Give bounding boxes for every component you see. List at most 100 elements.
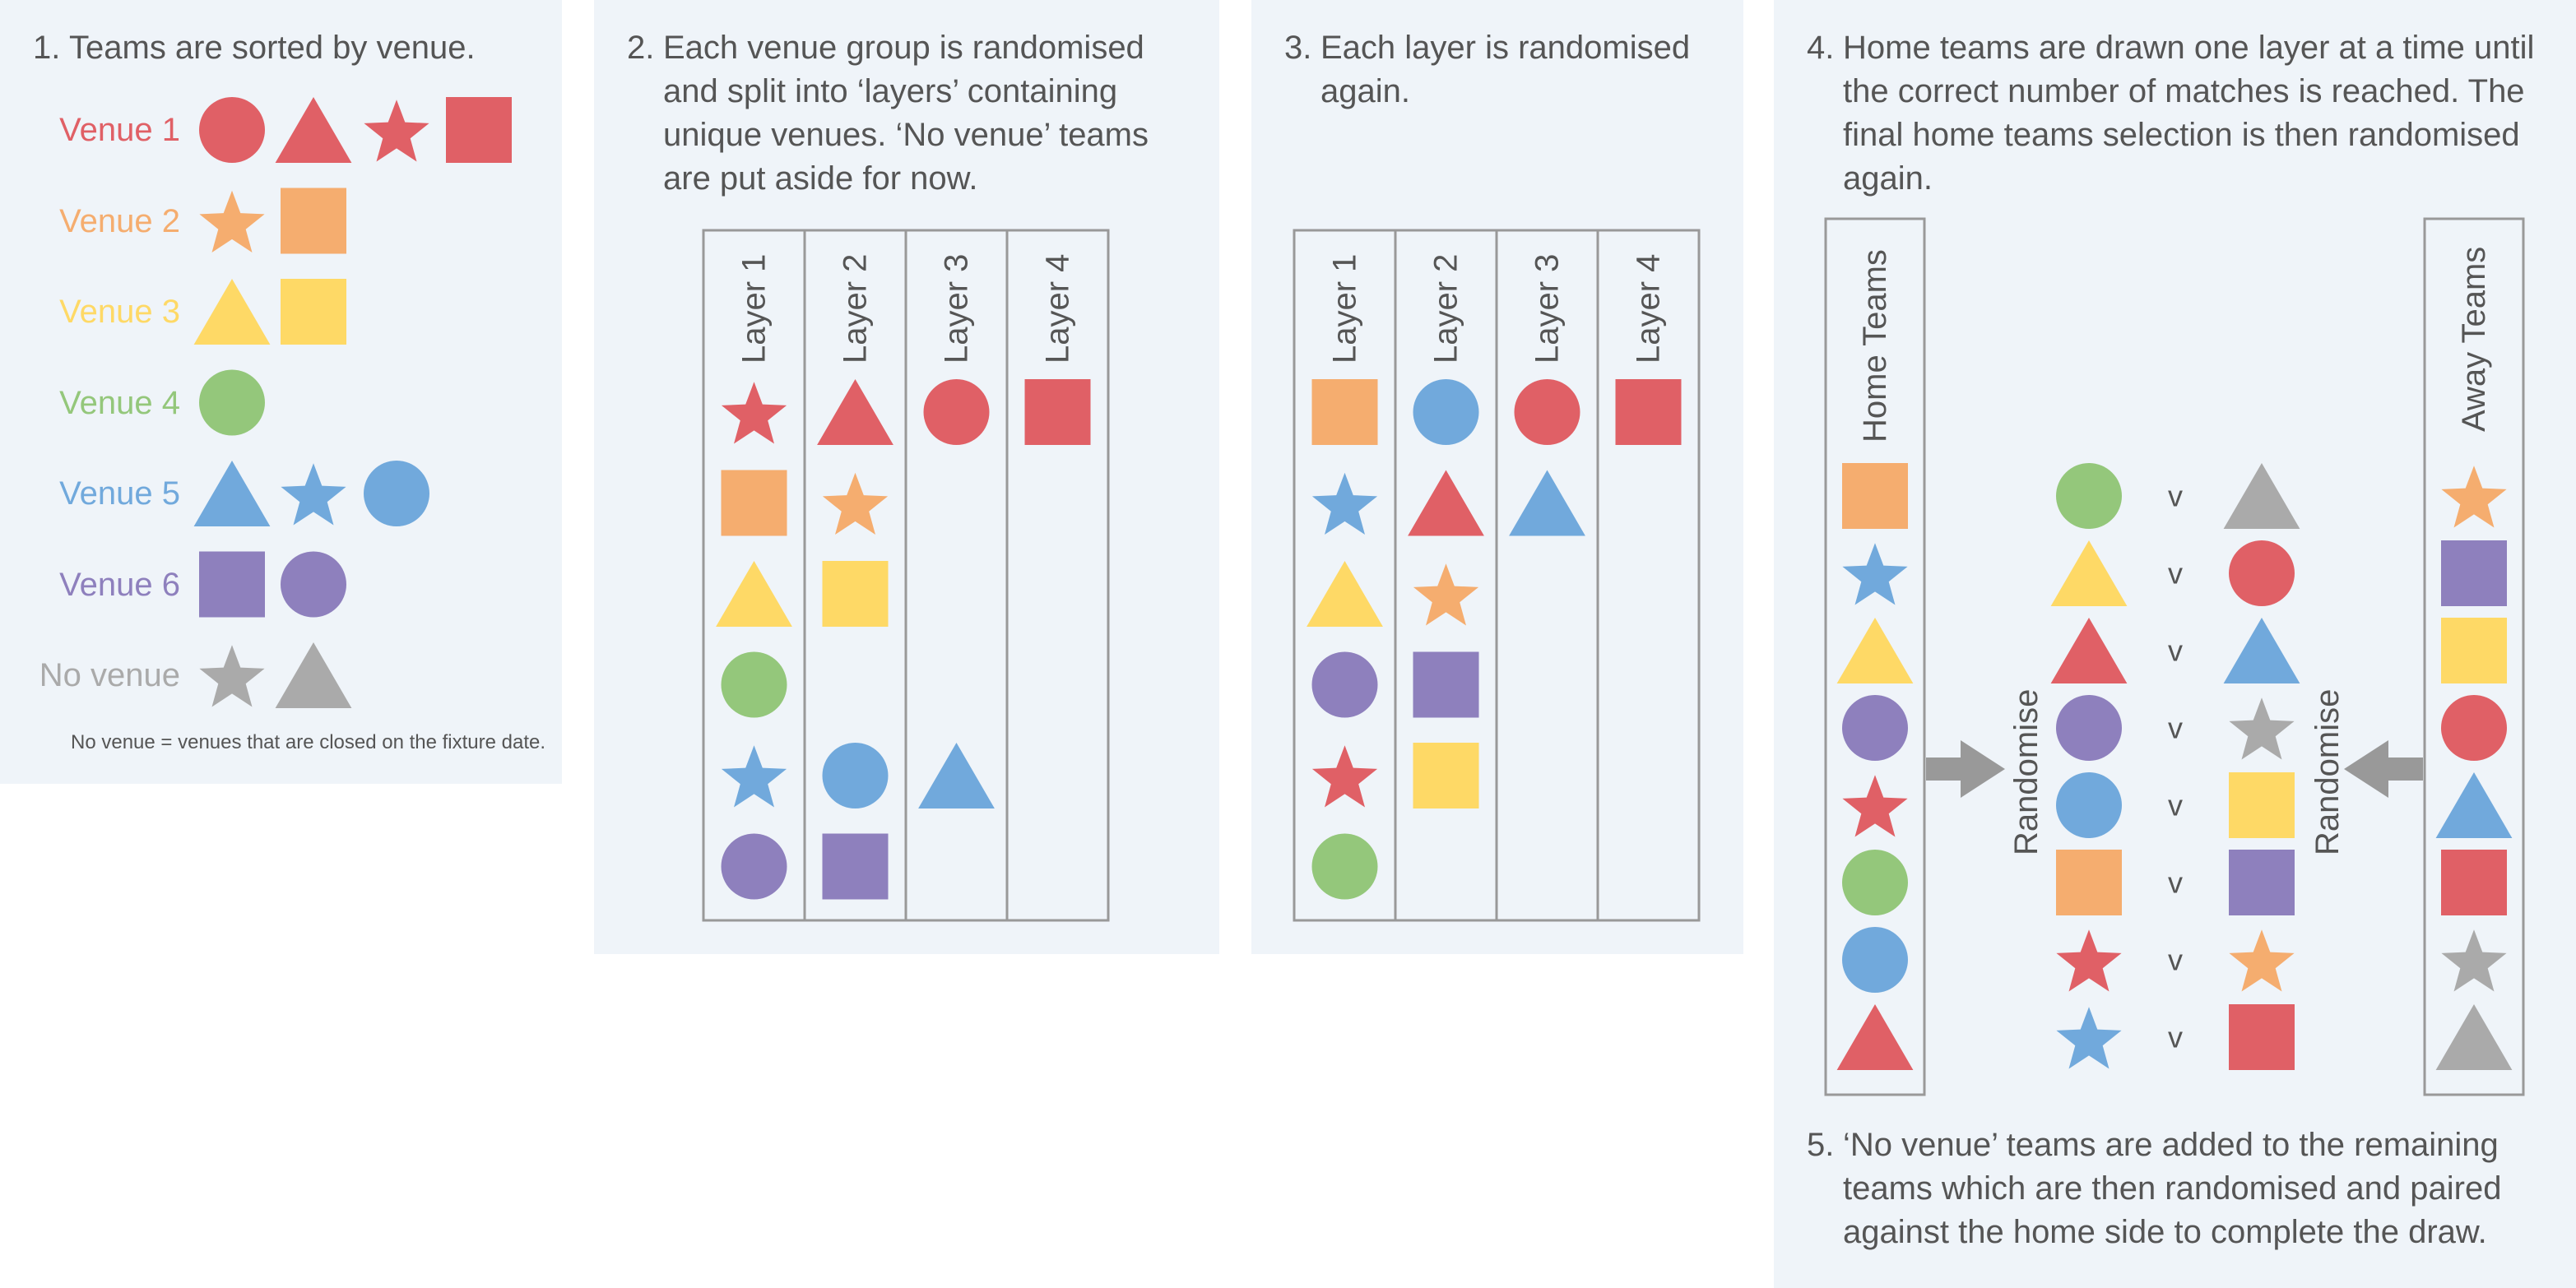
layer-label: Layer 2 xyxy=(1428,254,1464,364)
venue-team-triangle-icon xyxy=(193,279,271,345)
step-5-description: ‘No venue’ teams are added to the remain… xyxy=(1843,1127,2502,1250)
step-1-text: 1. Teams are sorted by venue. xyxy=(33,26,559,70)
away-team-star-icon xyxy=(2441,466,2507,528)
venue-team-star-icon xyxy=(199,190,265,253)
venue-label: Venue 1 xyxy=(59,112,180,148)
layer-column xyxy=(1005,229,1110,922)
layer-label: Layer 2 xyxy=(838,254,874,364)
fixture-away-star-icon xyxy=(2229,929,2295,992)
step-3-number: 3. xyxy=(1284,30,1312,66)
layer-team-square-icon xyxy=(721,470,787,536)
fixture-away-square-icon xyxy=(2229,772,2295,838)
step-1-description: Teams are sorted by venue. xyxy=(69,30,476,66)
fixture-home-circle-icon xyxy=(2056,772,2122,838)
away-team-square-icon xyxy=(2441,850,2507,915)
step-5-number: 5. xyxy=(1807,1127,1835,1163)
step-3-description: Each layer is randomised again. xyxy=(1320,30,1691,109)
venue-team-star-icon xyxy=(364,100,429,162)
layer-team-square-icon xyxy=(1024,379,1091,445)
layer-team-circle-icon xyxy=(923,379,990,445)
step-2-number: 2. xyxy=(627,30,655,66)
versus-label: v xyxy=(2168,480,2183,513)
layer-team-triangle-icon xyxy=(1307,561,1383,627)
venue-label: Venue 5 xyxy=(59,475,180,512)
venue-label: Venue 4 xyxy=(59,384,180,421)
venue-team-circle-icon xyxy=(364,461,429,526)
versus-label: v xyxy=(2168,634,2183,668)
home-team-square-icon xyxy=(1842,463,1908,529)
layer-team-triangle-icon xyxy=(918,743,995,808)
fixture-away-triangle-icon xyxy=(2223,618,2300,683)
step-3-layer-grid xyxy=(1293,229,1701,922)
layer-team-star-icon xyxy=(822,472,889,535)
step-4-number: 4. xyxy=(1807,30,1835,66)
fixture-away-star-icon xyxy=(2229,697,2295,760)
layer-team-star-icon xyxy=(1413,563,1479,626)
layer-label: Layer 1 xyxy=(1327,254,1363,364)
randomise-label-home: Randomise xyxy=(2008,689,2045,855)
home-teams-box xyxy=(1824,217,1926,1096)
layer-team-square-icon xyxy=(822,561,889,627)
away-team-triangle-icon xyxy=(2435,1004,2513,1070)
layer-label: Layer 4 xyxy=(1631,254,1667,364)
layer-team-circle-icon xyxy=(1311,651,1378,718)
venue-team-circle-icon xyxy=(281,551,346,618)
fixture-home-star-icon xyxy=(2056,929,2122,992)
step-2-text: 2. Each venue group is randomised and sp… xyxy=(627,26,1203,201)
step-2-layer-grid xyxy=(702,229,1110,922)
layer-team-triangle-icon xyxy=(1509,470,1585,536)
venue-label: No venue xyxy=(39,657,180,693)
home-team-triangle-icon xyxy=(1836,618,1914,683)
venue-team-square-icon xyxy=(281,188,346,254)
step-2-description: Each venue group is randomised and split… xyxy=(663,30,1149,197)
versus-label: v xyxy=(2168,1021,2183,1054)
layer-team-square-icon xyxy=(1615,379,1682,445)
layer-team-star-icon xyxy=(721,382,787,444)
layer-team-circle-icon xyxy=(721,651,787,718)
home-team-circle-icon xyxy=(1842,927,1908,993)
layer-team-square-icon xyxy=(822,833,889,900)
layer-label: Layer 1 xyxy=(736,254,773,364)
away-teams-label: Away Teams xyxy=(2456,247,2492,432)
venue-label: Venue 6 xyxy=(59,566,180,603)
away-team-square-icon xyxy=(2441,540,2507,606)
layer-team-square-icon xyxy=(1311,379,1378,445)
fixture-home-square-icon xyxy=(2056,850,2122,915)
home-team-star-icon xyxy=(1842,543,1908,605)
away-teams-box xyxy=(2423,217,2525,1096)
fixture-home-circle-icon xyxy=(2056,695,2122,761)
layer-team-star-icon xyxy=(721,745,787,808)
layer-team-triangle-icon xyxy=(716,561,792,627)
versus-label: v xyxy=(2168,557,2183,591)
step-1-number: 1. xyxy=(33,30,61,66)
away-team-circle-icon xyxy=(2441,695,2507,761)
layer-team-square-icon xyxy=(1413,651,1479,718)
home-teams-label: Home Teams xyxy=(1857,249,1893,442)
home-team-circle-icon xyxy=(1842,695,1908,761)
step-3-text: 3. Each layer is randomised again. xyxy=(1284,26,1729,114)
venue-label: Venue 2 xyxy=(59,202,180,239)
fixture-home-triangle-icon xyxy=(2050,540,2128,606)
layer-team-circle-icon xyxy=(1311,833,1378,900)
layer-label: Layer 3 xyxy=(939,254,975,364)
venue-team-star-icon xyxy=(199,645,265,707)
venue-team-square-icon xyxy=(199,551,265,618)
venue-team-star-icon xyxy=(281,463,346,526)
layer-team-star-icon xyxy=(1311,472,1378,535)
fixture-home-circle-icon xyxy=(2056,463,2122,529)
layer-team-circle-icon xyxy=(822,743,889,808)
venue-team-triangle-icon xyxy=(275,97,352,163)
away-team-triangle-icon xyxy=(2435,772,2513,838)
away-team-square-icon xyxy=(2441,618,2507,683)
versus-label: v xyxy=(2168,866,2183,900)
fixture-away-triangle-icon xyxy=(2223,463,2300,529)
layer-label: Layer 4 xyxy=(1040,254,1076,364)
venue-team-circle-icon xyxy=(199,97,265,163)
versus-label: v xyxy=(2168,711,2183,745)
layer-team-circle-icon xyxy=(721,833,787,900)
home-team-star-icon xyxy=(1842,775,1908,837)
versus-label: v xyxy=(2168,943,2183,977)
layer-team-triangle-icon xyxy=(1408,470,1484,536)
venue-team-square-icon xyxy=(281,279,346,345)
layer-team-circle-icon xyxy=(1413,379,1479,445)
